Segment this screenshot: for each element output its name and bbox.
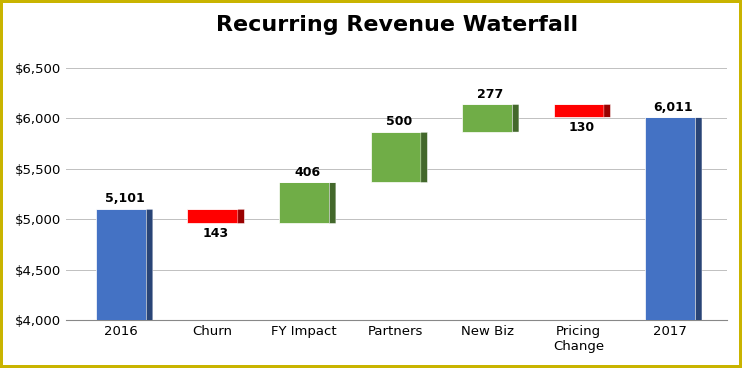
Text: 143: 143 (203, 227, 229, 240)
Bar (462, 132, 513, 320)
Polygon shape (421, 132, 427, 183)
Bar (554, 104, 604, 117)
Bar (96, 209, 146, 368)
Text: 6,011: 6,011 (654, 101, 693, 114)
Polygon shape (695, 117, 702, 368)
Polygon shape (604, 104, 611, 117)
Text: 500: 500 (386, 116, 412, 128)
Bar (645, 320, 695, 368)
Polygon shape (329, 183, 336, 223)
Text: 277: 277 (477, 88, 504, 100)
Bar (96, 320, 146, 368)
Text: 406: 406 (295, 166, 321, 179)
Polygon shape (513, 104, 519, 132)
Bar (370, 183, 421, 320)
Polygon shape (238, 209, 244, 223)
Bar (188, 223, 238, 320)
Text: 5,101: 5,101 (105, 192, 144, 205)
Bar (188, 209, 238, 223)
Bar (370, 132, 421, 183)
Bar (462, 104, 513, 132)
Polygon shape (146, 209, 153, 368)
Bar (279, 223, 329, 320)
Bar (279, 183, 329, 223)
Bar (645, 117, 695, 368)
Title: Recurring Revenue Waterfall: Recurring Revenue Waterfall (216, 15, 578, 35)
Bar (554, 117, 604, 320)
Text: 130: 130 (569, 121, 595, 134)
